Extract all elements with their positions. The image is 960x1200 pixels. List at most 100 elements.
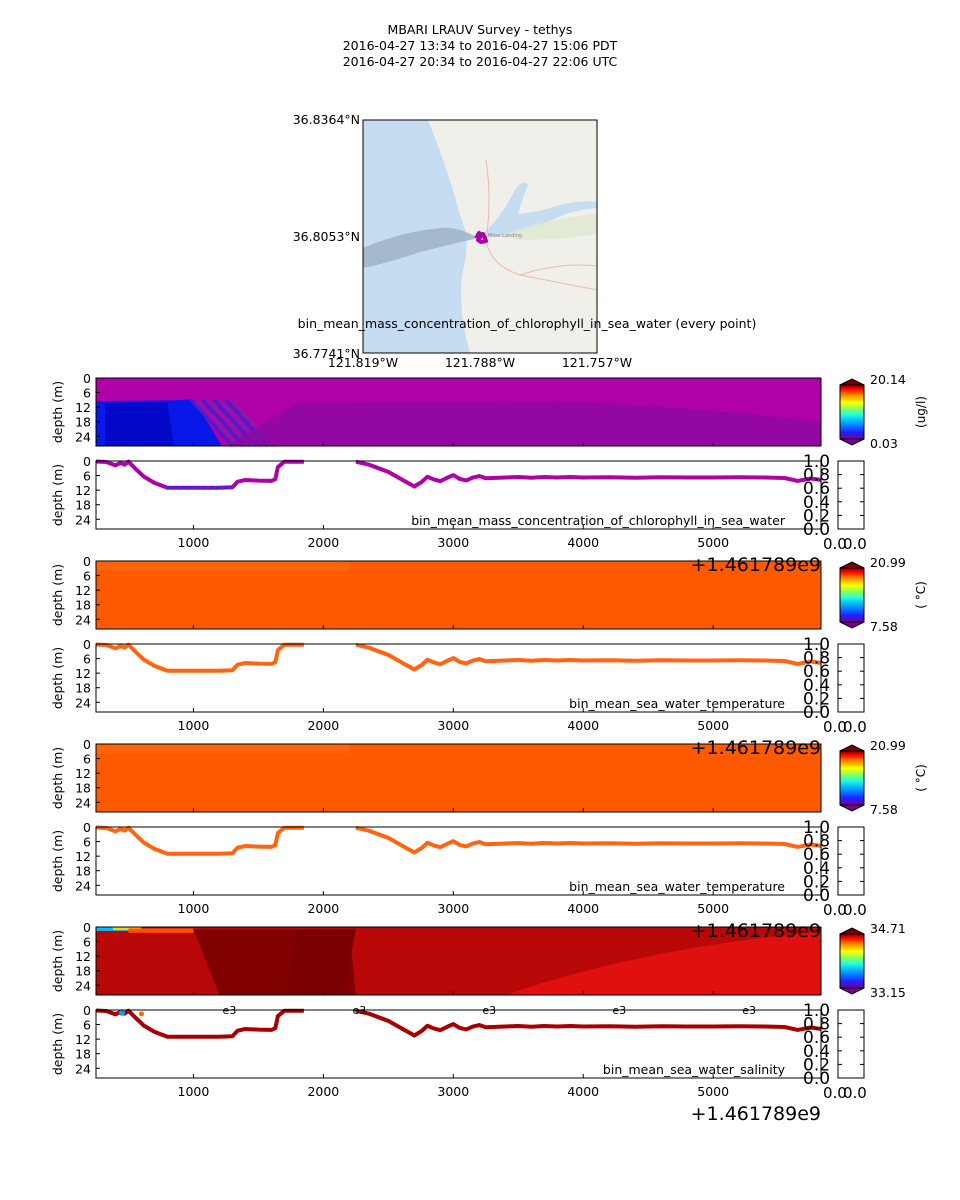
twin-tick-label: 0.8 [803,466,830,486]
twin-tick-label: 0.2 [803,1055,830,1075]
y-tick-label: 24 [75,1061,91,1076]
y-axis-label: depth (m) [50,830,65,892]
y-tick-label: 6 [83,935,91,950]
stripe-band [201,398,246,448]
y-tick-label: 0 [83,637,91,652]
axes-border [95,560,822,630]
y-tick-label: 0 [83,554,91,569]
colorbar-units-label: (ug/l) [914,396,928,428]
twin-tick-label: 0.6 [803,845,830,865]
twin-axis: 0.00.20.40.60.81.00.00.0 [803,818,867,919]
x-tick-label: 1000 [178,718,210,733]
overlapped-tick-label: 0.0 [823,901,847,919]
x-tick-label: 1000 [178,1084,210,1099]
y-tick-label: 12 [75,400,91,415]
x-offset-label-clipped: +1.461789e9 [691,737,821,759]
colorbar-gradient [839,933,865,989]
colorbar-min-label: 0.03 [870,436,898,451]
y-tick-label: 24 [75,612,91,627]
x-tick-label: 2000 [307,1084,339,1099]
stray-glyph: e3 [352,1004,366,1017]
x-tick-label: 4000 [567,718,599,733]
colorbar-max-label: 34.71 [870,921,906,936]
x-tick-label: 3000 [437,1084,469,1099]
stripe-band [189,398,234,448]
surface-cyan [96,927,129,931]
x-tick-label: 1000 [178,535,210,550]
fresh-wedge [505,931,821,995]
x-tick-label: 4000 [567,535,599,550]
y-tick-label: 12 [75,666,91,681]
twin-tick-label: 0.4 [803,676,830,696]
colorbar: 20.99 7.58 ( °C) [839,555,928,634]
y-axis-label: depth (m) [50,747,65,809]
x-tick-label: 3000 [437,718,469,733]
twin-axis: 0.00.20.40.60.81.00.00.0 [803,635,867,736]
colorbar-extend-min [839,438,865,446]
heatmap-salinity [96,927,821,995]
colorbar-extend-max [839,561,865,569]
marsh-area [500,214,597,240]
y-tick-label: 12 [75,949,91,964]
y-tick-label: 24 [75,978,91,993]
x-tick-label: 5000 [697,535,729,550]
y-tick-label: 6 [83,752,91,767]
lon-label: 121.757°W [562,355,632,370]
twin-axis-frame [837,643,865,713]
twin-tick-label: 0.0 [803,886,830,906]
depth-line-3: bin_mean_sea_water_temperature [95,642,822,711]
x-offset-label: +1.461789e9 [691,1103,821,1125]
y-axis-label: depth (m) [50,1013,65,1075]
y-axis-label: depth (m) [50,930,65,992]
twin-tick-label: 0.4 [803,1042,830,1062]
depth-trace [95,1008,822,1039]
overlapped-tick-label: 0.0 [823,718,847,736]
twin-tick-label: 0.6 [803,1028,830,1048]
twin-tick-label: 0.8 [803,832,830,852]
canyon-shading [363,227,478,268]
heatmap-temperature [96,561,821,629]
stray-glyph: e3 [223,1004,237,1017]
y-tick-label: 18 [75,415,91,430]
x-offset-label-clipped: +1.461789e9 [691,920,821,942]
colorbar-min-label: 33.15 [870,985,906,1000]
y-tick-label: 0 [83,920,91,935]
twin-axis-frame [837,460,865,530]
stray-glyph: e3 [742,1004,756,1017]
depth-trace [95,642,822,673]
colorbar-layer: 20.14 0.03 (ug/l) 20.99 7.58 ( °C) 20.99 7.58 ( … [839,372,928,1000]
twin-tick-label: 0.0 [803,520,830,540]
y-tick-label: 6 [83,386,91,401]
depth-trace [95,825,822,856]
y-tick-label: 18 [75,1047,91,1062]
twin-tick-label: 1.0 [803,1001,830,1021]
y-tick-label: 0 [83,371,91,386]
twin-tick-label: 0.2 [803,689,830,709]
twin-tick-label: 1.0 [803,452,830,472]
y-tick-label: 12 [75,483,91,498]
lower-layer [225,401,821,446]
lat-label: 36.8053°N [293,229,360,244]
colorbar-extend-max [839,927,865,935]
twin-tick-label: 1.0 [803,818,830,838]
colorbar-units-label: ( °C) [914,764,928,792]
twin-tick-label: 0.0 [803,703,830,723]
colorbar-extend-max [839,744,865,752]
series-title: bin_mean_sea_water_temperature [569,696,785,711]
colorbar: 34.71 33.15 [839,921,906,1000]
lat-label: 36.7741°N [293,346,360,361]
y-tick-label: 24 [75,429,91,444]
colorbar-max-label: 20.99 [870,555,906,570]
series-title: bin_mean_mass_concentration_of_chlorophy… [411,513,786,528]
lat-label: 36.8364°N [293,112,360,127]
x-tick-label: 5000 [697,1084,729,1099]
axes-border [95,643,822,713]
colorbar-min-label: 7.58 [870,802,898,817]
twin-tick-label: 0.0 [803,1069,830,1089]
colorbar-max-label: 20.99 [870,738,906,753]
y-tick-label: 18 [75,498,91,513]
x-tick-label: 1000 [178,901,210,916]
